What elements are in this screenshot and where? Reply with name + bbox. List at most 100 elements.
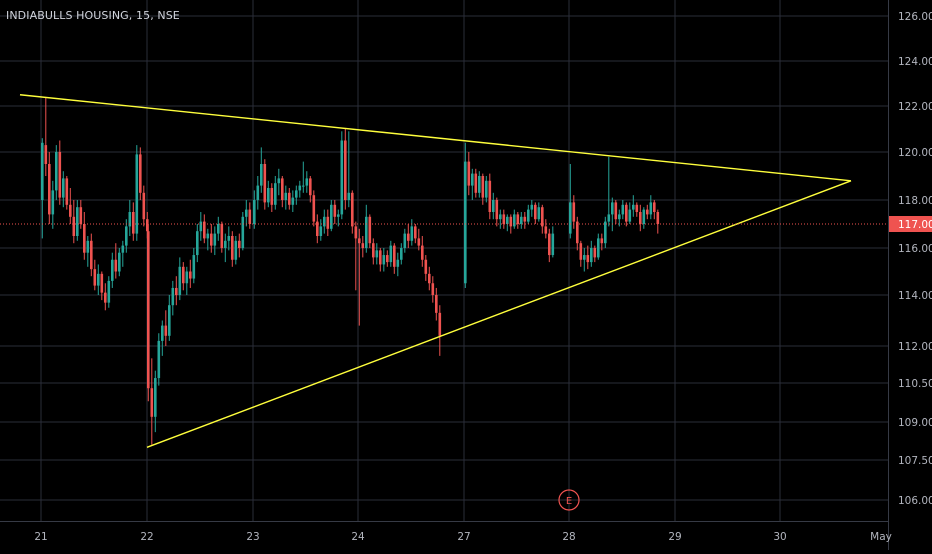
candle-body — [189, 272, 192, 279]
candle-body — [632, 205, 635, 210]
candle-body — [625, 205, 628, 222]
candle-body — [629, 210, 632, 222]
candle-body — [337, 214, 340, 216]
candle-body — [548, 234, 551, 255]
candle-21-28[interactable] — [136, 145, 139, 241]
y-tick-label: 106.00 — [898, 495, 932, 507]
candle-body — [260, 164, 263, 186]
candle-body — [242, 217, 245, 248]
candle-body — [295, 190, 298, 197]
candle-body — [594, 248, 597, 257]
candle-23-4[interactable] — [264, 159, 267, 209]
candle-body — [372, 243, 375, 257]
candle-body — [464, 162, 467, 284]
y-tick-label: 109.00 — [898, 417, 932, 429]
candle-body — [489, 181, 492, 212]
candle-body — [90, 241, 93, 269]
candle-body — [432, 283, 435, 295]
candle-body — [355, 226, 358, 238]
candle-body — [80, 207, 83, 224]
candle-body — [365, 217, 368, 248]
candle-body — [569, 202, 572, 233]
candle-body — [351, 193, 354, 227]
candle-body — [590, 248, 593, 262]
candle-body — [639, 212, 642, 224]
candle-body — [323, 217, 326, 227]
candle-body — [285, 193, 288, 200]
candle-body — [485, 181, 488, 198]
candle-23-27[interactable] — [344, 129, 347, 210]
candle-22-1[interactable] — [147, 224, 150, 401]
candle-body — [407, 234, 410, 241]
x-tick-label-23: 23 — [246, 531, 259, 543]
candle-body — [182, 267, 185, 283]
candle-23-18[interactable] — [313, 190, 316, 226]
candle-23-26[interactable] — [341, 131, 344, 219]
candle-body — [264, 164, 267, 202]
x-tick-label-30: 30 — [773, 531, 786, 543]
candle-body — [538, 207, 541, 219]
candle-22-4[interactable] — [158, 333, 161, 385]
candle-body — [393, 246, 396, 267]
candle-body — [404, 234, 407, 248]
candle-body — [97, 274, 100, 286]
candle-body — [66, 178, 69, 204]
candle-body — [62, 178, 65, 197]
candle-body — [143, 193, 146, 219]
candle-body — [646, 210, 649, 215]
candle-body — [411, 226, 414, 240]
candle-body — [165, 326, 168, 336]
candle-body — [475, 174, 478, 193]
candle-body — [618, 214, 621, 219]
candle-21-8[interactable] — [66, 176, 69, 210]
candle-body — [376, 250, 379, 257]
candle-body — [597, 238, 600, 257]
candle-body — [221, 224, 224, 248]
candle-body — [379, 250, 382, 264]
last-price-tag: 117.00 — [889, 216, 932, 232]
candle-body — [122, 246, 125, 253]
y-tick-label: 126.00 — [898, 11, 932, 23]
candle-body — [425, 260, 428, 274]
x-tick-label-May: May — [870, 531, 892, 543]
y-tick-label: 110.50 — [898, 378, 932, 390]
candle-body — [278, 178, 281, 183]
candle-body — [611, 202, 614, 214]
candle-body — [400, 248, 403, 260]
candle-body — [478, 176, 481, 193]
candle-body — [136, 154, 139, 233]
candle-body — [499, 214, 502, 219]
candle-body — [506, 217, 509, 224]
candle-body — [302, 186, 305, 187]
candle-body — [217, 224, 220, 234]
candle-22-28[interactable] — [242, 212, 245, 250]
candle-body — [69, 205, 72, 217]
candle-body — [231, 236, 234, 260]
candle-body — [175, 288, 178, 295]
x-tick-label-29: 29 — [668, 531, 681, 543]
candle-body — [362, 243, 365, 248]
x-tick-label-21: 21 — [34, 531, 47, 543]
candle-body — [309, 178, 312, 195]
candle-24-4[interactable] — [369, 214, 372, 248]
candle-body — [386, 255, 389, 262]
candle-body — [41, 143, 44, 200]
candle-body — [151, 388, 154, 417]
x-tick-label-24: 24 — [351, 531, 365, 543]
candle-body — [118, 253, 121, 272]
candle-body — [55, 152, 58, 190]
candle-body — [397, 260, 400, 267]
candle-body — [292, 198, 295, 205]
candle-body — [348, 193, 351, 200]
candle-body — [172, 288, 175, 305]
candle-body — [101, 274, 104, 293]
candle-21-29[interactable] — [139, 147, 142, 200]
candle-27-1[interactable] — [464, 143, 467, 288]
y-tick-label: 112.00 — [898, 341, 932, 353]
candle-body — [193, 255, 196, 278]
x-tick-label-28: 28 — [562, 531, 575, 543]
candle-body — [48, 164, 51, 214]
candle-body — [517, 214, 520, 224]
